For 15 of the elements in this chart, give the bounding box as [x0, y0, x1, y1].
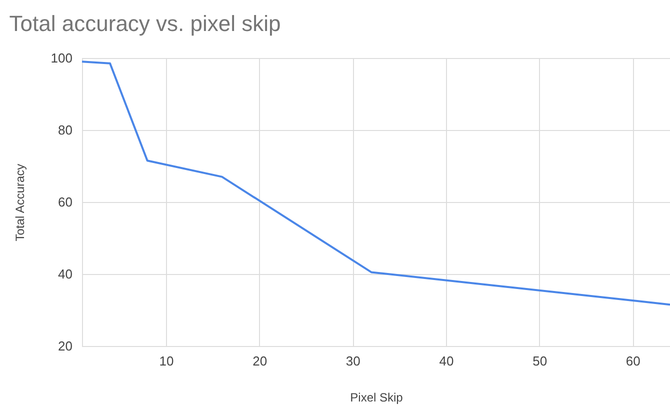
x-tick-label: 10: [159, 354, 174, 368]
y-tick-label: 20: [58, 338, 72, 354]
x-tick-label: 40: [439, 354, 454, 368]
y-tick-label: 80: [58, 122, 72, 138]
y-axis-title: Total Accuracy: [12, 164, 27, 242]
x-tick-label: 20: [252, 354, 268, 368]
line-series: [81, 60, 670, 306]
y-tick-label: 100: [50, 50, 72, 66]
x-tick-label: 60: [626, 354, 640, 368]
y-tick-label: 40: [58, 266, 72, 282]
x-tick-label: 30: [346, 354, 360, 368]
x-tick-label: 50: [532, 354, 548, 368]
y-tick-label: 60: [58, 194, 72, 210]
x-axis-title: Pixel Skip: [350, 390, 404, 404]
chart-title: Total accuracy vs. pixel skip: [9, 11, 281, 36]
